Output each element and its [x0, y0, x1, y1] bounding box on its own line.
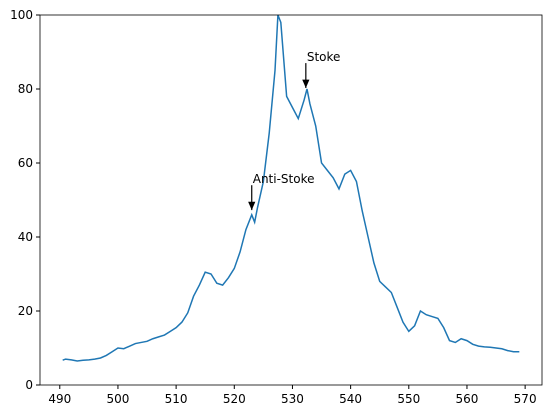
- y-tick-label: 80: [18, 82, 33, 96]
- x-tick-label: 540: [339, 392, 362, 406]
- x-tick-label: 500: [106, 392, 129, 406]
- x-tick-label: 490: [48, 392, 71, 406]
- y-tick-label: 100: [10, 8, 33, 22]
- y-tick-label: 40: [18, 230, 33, 244]
- x-tick-label: 570: [514, 392, 537, 406]
- y-tick-label: 60: [18, 156, 33, 170]
- y-tick-label: 20: [18, 304, 33, 318]
- axes-frame: [39, 14, 543, 386]
- data-line: [62, 14, 520, 362]
- x-tick-label: 560: [456, 392, 479, 406]
- x-tick-label: 530: [281, 392, 304, 406]
- annotation: Anti-Stoke: [253, 172, 315, 186]
- x-tick-label: 550: [397, 392, 420, 406]
- x-tick-label: 520: [223, 392, 246, 406]
- y-tick-label: 0: [25, 378, 33, 392]
- x-tick-label: 510: [165, 392, 188, 406]
- annotation: Stoke: [307, 50, 341, 64]
